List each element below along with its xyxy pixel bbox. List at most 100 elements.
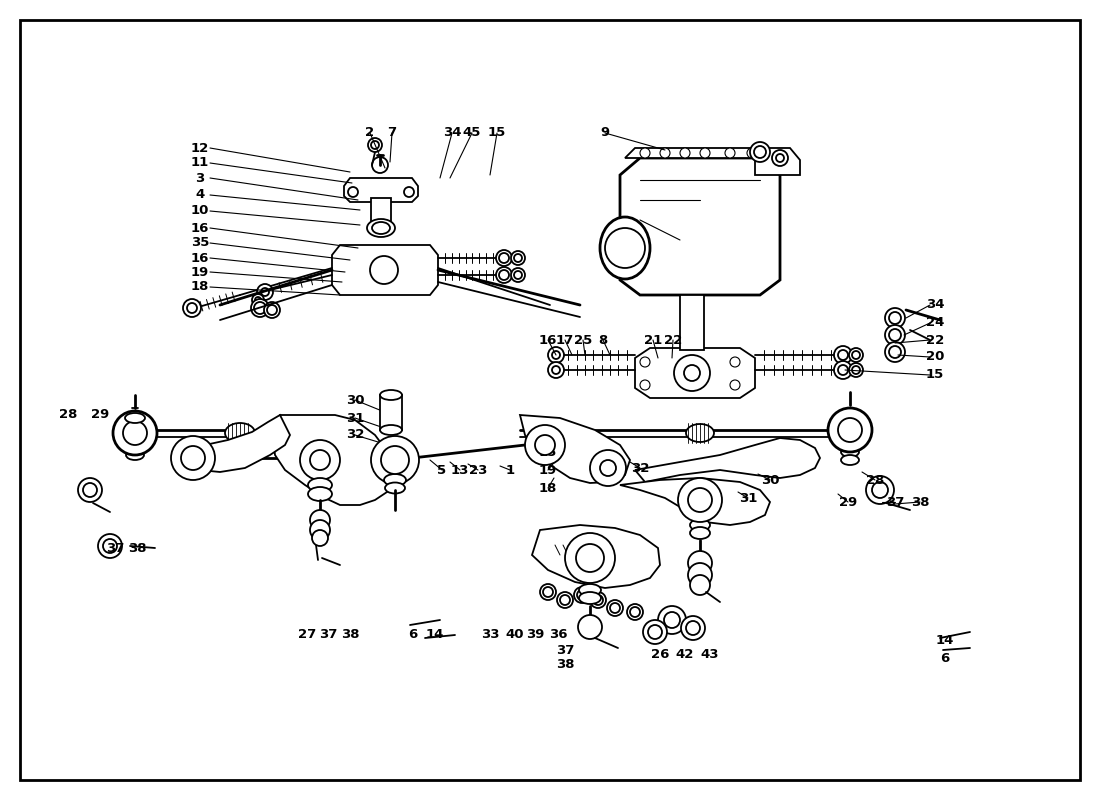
Text: 37: 37: [556, 643, 574, 657]
Ellipse shape: [690, 527, 710, 539]
Text: 9: 9: [601, 126, 609, 139]
Circle shape: [496, 267, 512, 283]
Text: 1: 1: [505, 463, 515, 477]
Text: 32: 32: [345, 429, 364, 442]
Circle shape: [690, 575, 710, 595]
Circle shape: [852, 351, 860, 359]
Circle shape: [607, 600, 623, 616]
Polygon shape: [755, 148, 800, 175]
Circle shape: [560, 595, 570, 605]
Circle shape: [368, 138, 382, 152]
Circle shape: [849, 348, 864, 362]
Circle shape: [576, 544, 604, 572]
Circle shape: [565, 533, 615, 583]
Circle shape: [772, 150, 788, 166]
Text: 30: 30: [761, 474, 779, 486]
Text: 19: 19: [191, 266, 209, 278]
Text: 15: 15: [926, 369, 944, 382]
Polygon shape: [520, 415, 630, 483]
Text: 33: 33: [481, 629, 499, 642]
Text: 39: 39: [526, 629, 544, 642]
Circle shape: [834, 361, 852, 379]
Bar: [371, 198, 390, 228]
Text: 35: 35: [190, 237, 209, 250]
Text: 42: 42: [675, 649, 694, 662]
Text: 3: 3: [196, 171, 205, 185]
Polygon shape: [620, 158, 780, 295]
Circle shape: [674, 355, 710, 391]
Text: 29: 29: [91, 409, 109, 422]
Circle shape: [499, 253, 509, 263]
Circle shape: [834, 346, 852, 364]
Text: 34: 34: [442, 126, 461, 139]
Circle shape: [496, 250, 512, 266]
Text: 27: 27: [298, 629, 316, 642]
Circle shape: [648, 625, 662, 639]
Circle shape: [664, 612, 680, 628]
Text: 38: 38: [556, 658, 574, 671]
Circle shape: [123, 421, 147, 445]
Circle shape: [688, 488, 712, 512]
Circle shape: [578, 615, 602, 639]
Circle shape: [370, 256, 398, 284]
Circle shape: [255, 297, 261, 303]
Text: 15: 15: [539, 446, 557, 459]
Circle shape: [540, 584, 556, 600]
Bar: [680, 295, 704, 350]
Polygon shape: [273, 415, 395, 505]
Text: 10: 10: [190, 205, 209, 218]
Circle shape: [776, 154, 784, 162]
Ellipse shape: [384, 474, 406, 486]
Circle shape: [98, 534, 122, 558]
Circle shape: [686, 621, 700, 635]
Text: 24: 24: [926, 317, 944, 330]
Circle shape: [750, 142, 770, 162]
Text: 36: 36: [549, 629, 568, 642]
Circle shape: [747, 148, 757, 158]
Circle shape: [644, 620, 667, 644]
Circle shape: [630, 607, 640, 617]
Text: 16: 16: [539, 334, 558, 346]
Circle shape: [600, 460, 616, 476]
Text: 37: 37: [886, 495, 904, 509]
Circle shape: [251, 299, 270, 317]
Circle shape: [590, 450, 626, 486]
Circle shape: [103, 539, 117, 553]
Circle shape: [590, 592, 606, 608]
Circle shape: [680, 148, 690, 158]
Text: 6: 6: [940, 651, 949, 665]
Circle shape: [889, 312, 901, 324]
Circle shape: [113, 411, 157, 455]
Circle shape: [640, 357, 650, 367]
Circle shape: [681, 616, 705, 640]
Ellipse shape: [579, 584, 601, 596]
Circle shape: [886, 325, 905, 345]
Ellipse shape: [226, 423, 255, 443]
Circle shape: [730, 380, 740, 390]
Circle shape: [838, 350, 848, 360]
Circle shape: [678, 478, 722, 522]
Circle shape: [310, 510, 330, 530]
Circle shape: [593, 595, 603, 605]
Ellipse shape: [125, 413, 145, 423]
Circle shape: [525, 425, 565, 465]
Polygon shape: [635, 348, 755, 398]
Circle shape: [725, 148, 735, 158]
Circle shape: [348, 187, 358, 197]
Text: 18: 18: [190, 281, 209, 294]
Text: 38: 38: [341, 629, 360, 642]
Ellipse shape: [385, 482, 405, 494]
Circle shape: [404, 187, 414, 197]
Text: 25: 25: [574, 334, 592, 346]
Text: 26: 26: [651, 649, 669, 662]
Circle shape: [640, 380, 650, 390]
Circle shape: [548, 362, 564, 378]
Text: 2: 2: [365, 126, 375, 139]
Text: 28: 28: [58, 409, 77, 422]
Polygon shape: [182, 415, 290, 472]
Circle shape: [627, 604, 644, 620]
Text: 28: 28: [866, 474, 884, 486]
Text: 37: 37: [106, 542, 124, 554]
Text: 5: 5: [438, 463, 447, 477]
Polygon shape: [344, 178, 418, 202]
